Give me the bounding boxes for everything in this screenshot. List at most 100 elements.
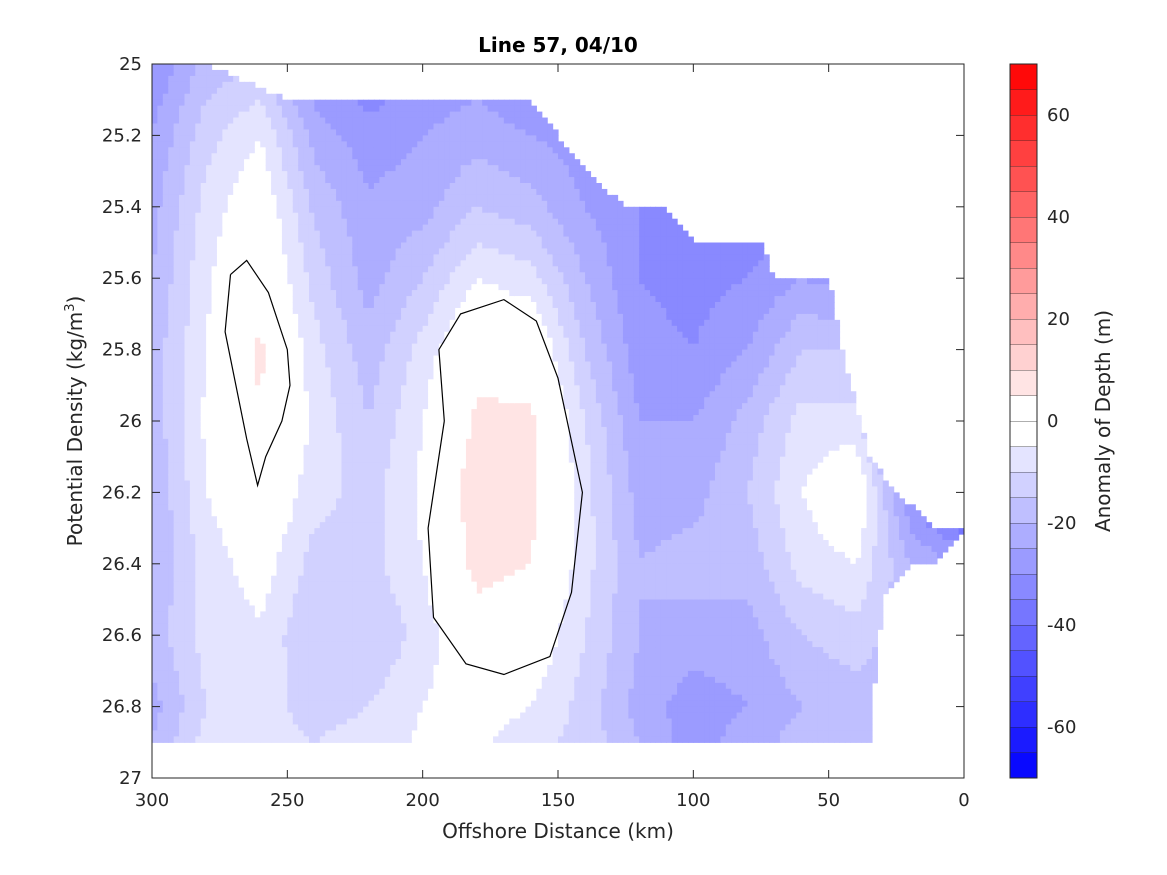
field-cell <box>184 373 191 380</box>
field-cell <box>395 212 402 220</box>
field-cell <box>287 153 294 160</box>
field-cell <box>152 444 159 452</box>
field-cell <box>330 194 337 202</box>
field-cell <box>195 248 202 255</box>
field-cell <box>227 629 234 636</box>
field-cell <box>390 385 397 392</box>
field-cell <box>346 486 353 493</box>
field-cell <box>341 403 348 410</box>
field-cell <box>157 111 164 119</box>
field-cell <box>346 391 353 398</box>
field-cell <box>200 159 207 166</box>
field-cell <box>314 135 321 142</box>
field-cell <box>222 343 229 351</box>
field-cell <box>168 200 175 208</box>
field-cell <box>173 421 180 428</box>
field-cell <box>157 611 164 618</box>
field-cell <box>368 516 375 523</box>
field-cell <box>216 349 223 357</box>
field-cell <box>179 409 186 416</box>
field-cell <box>368 373 375 380</box>
field-cell <box>390 647 397 654</box>
field-cell <box>319 349 326 357</box>
field-cell <box>287 456 294 464</box>
field-cell <box>195 724 202 731</box>
field-cell <box>238 510 245 517</box>
field-cell <box>173 105 180 113</box>
field-cell <box>179 212 186 220</box>
field-cell <box>373 254 380 261</box>
field-cell <box>384 498 391 505</box>
field-cell <box>390 177 397 184</box>
field-cell <box>384 290 391 297</box>
field-cell <box>157 617 164 624</box>
field-cell <box>211 462 218 470</box>
field-cell <box>325 718 332 726</box>
field-cell <box>281 551 288 559</box>
field-cell <box>368 159 375 166</box>
field-cell <box>179 653 186 660</box>
field-cell <box>314 331 321 339</box>
field-cell <box>168 355 175 363</box>
field-cell <box>222 159 229 166</box>
field-cell <box>379 355 386 363</box>
field-cell <box>189 450 196 458</box>
field-cell <box>330 450 337 458</box>
field-cell <box>173 563 180 571</box>
field-cell <box>179 141 186 148</box>
field-cell <box>384 718 391 726</box>
field-cell <box>346 135 353 142</box>
field-cell <box>206 456 213 464</box>
field-cell <box>222 700 229 708</box>
field-cell <box>184 296 191 303</box>
field-cell <box>303 200 310 208</box>
field-cell <box>206 153 213 160</box>
field-cell <box>298 438 305 446</box>
field-cell <box>260 421 267 428</box>
field-cell <box>287 415 294 422</box>
field-cell <box>276 260 283 267</box>
field-cell <box>162 456 169 464</box>
field-cell <box>368 385 375 392</box>
field-cell <box>314 694 321 702</box>
field-cell <box>287 498 294 505</box>
field-cell <box>189 712 196 720</box>
field-cell <box>314 593 321 601</box>
field-cell <box>373 730 380 737</box>
field-cell <box>373 302 380 309</box>
field-cell <box>390 284 397 291</box>
field-cell <box>152 575 159 583</box>
field-cell <box>238 557 245 565</box>
field-cell <box>211 700 218 708</box>
field-cell <box>216 593 223 601</box>
field-cell <box>390 486 397 493</box>
field-cell <box>260 534 267 541</box>
field-cell <box>152 522 159 529</box>
field-cell <box>244 242 251 250</box>
field-cell <box>222 421 229 428</box>
field-cell <box>276 688 283 696</box>
field-cell <box>281 599 288 607</box>
field-cell <box>298 647 305 654</box>
field-cell <box>373 230 380 238</box>
field-cell <box>298 355 305 363</box>
field-cell <box>319 361 326 369</box>
field-cell <box>157 426 164 434</box>
field-cell <box>265 635 272 642</box>
field-cell <box>260 432 267 440</box>
field-cell <box>238 694 245 702</box>
field-cell <box>189 379 196 386</box>
field-cell <box>341 206 348 214</box>
field-cell <box>390 528 397 535</box>
field-cell <box>341 730 348 737</box>
field-cell <box>281 224 288 232</box>
field-cell <box>336 664 343 672</box>
field-cell <box>373 444 380 452</box>
field-cell <box>357 557 364 565</box>
field-cell <box>189 177 196 184</box>
field-cell <box>390 278 397 285</box>
field-cell <box>173 183 180 190</box>
field-cell <box>336 236 343 244</box>
field-cell <box>206 706 213 714</box>
field-cell <box>260 676 267 684</box>
